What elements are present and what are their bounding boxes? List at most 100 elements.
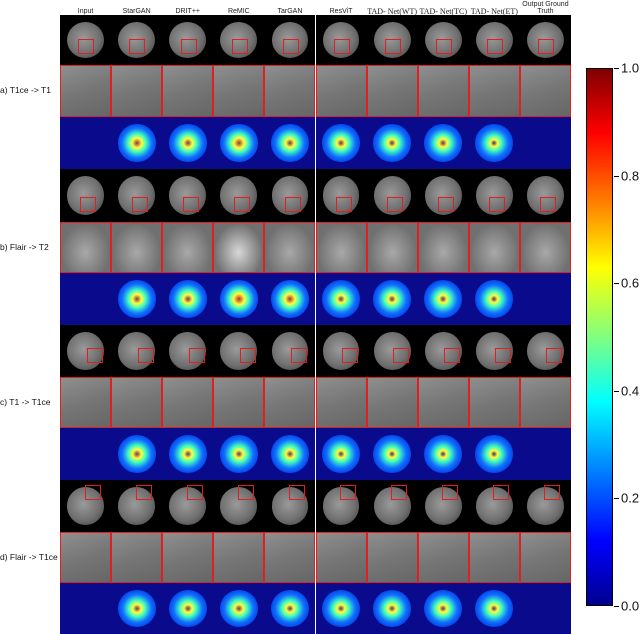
brain-image <box>475 332 513 370</box>
colorbar-tick-label: 1.0 <box>621 60 640 76</box>
mri-slice <box>162 480 214 532</box>
mri-slice <box>264 15 316 65</box>
mri-slice <box>417 15 469 65</box>
brain-image <box>118 332 156 370</box>
zoomed-crop <box>60 377 112 428</box>
error-map <box>322 280 360 318</box>
mri-slice <box>111 15 163 65</box>
mri-slice <box>417 169 469 222</box>
error-map <box>117 590 156 627</box>
column-header: TarGAN <box>277 8 303 15</box>
error-map-cell <box>60 583 112 634</box>
zoomed-crop <box>519 532 571 583</box>
zoomed-crop <box>264 65 316 117</box>
zoomed-crop <box>264 377 316 428</box>
zoomed-crop <box>162 222 214 273</box>
roi-box <box>237 485 254 500</box>
mri-slice <box>366 325 418 377</box>
error-map-cell <box>366 273 418 325</box>
brain-image <box>220 487 258 525</box>
roi-box <box>489 196 506 212</box>
error-map-cell <box>111 117 163 169</box>
colorbar-tick <box>614 606 619 607</box>
brain-image <box>322 332 360 370</box>
error-map <box>168 435 207 473</box>
error-map-cell <box>213 583 265 634</box>
roi-box <box>233 196 250 212</box>
roi-box <box>444 347 461 363</box>
error-map <box>271 435 309 473</box>
error-map-cell <box>162 428 214 480</box>
error-map-cell <box>162 117 214 169</box>
error-map-cell <box>315 273 367 325</box>
zoomed-crop <box>60 222 112 273</box>
zoomed-crop <box>366 377 418 428</box>
roi-box <box>538 39 555 54</box>
row-label: a) T1ce -> T1 <box>0 85 51 95</box>
zoomed-crop <box>213 222 265 273</box>
roi-box <box>282 39 299 54</box>
row-label: b) Flair -> T2 <box>0 242 49 252</box>
zoomed-crop <box>111 377 163 428</box>
roi-box <box>342 347 359 363</box>
roi-box <box>80 196 97 212</box>
error-map-cell <box>315 428 367 480</box>
mri-slice <box>213 325 265 377</box>
error-map <box>475 590 514 627</box>
error-map <box>168 124 207 162</box>
error-map-cell <box>264 117 316 169</box>
brain-image <box>424 332 462 370</box>
colorbar-tick-label: 0.0 <box>621 598 640 614</box>
roi-box <box>393 347 410 363</box>
colorbar-tick <box>614 390 619 392</box>
mri-slice <box>468 15 520 65</box>
zoomed-crop <box>366 65 418 117</box>
roi-box <box>335 196 352 212</box>
mri-slice <box>60 325 112 377</box>
mri-slice <box>315 169 367 222</box>
zoomed-crop <box>366 222 418 273</box>
error-map <box>322 124 360 162</box>
roi-box <box>333 39 350 54</box>
error-map-cell <box>417 117 469 169</box>
mri-slice <box>468 480 520 532</box>
zoomed-crop <box>111 532 163 583</box>
error-map <box>117 124 156 162</box>
error-map-cell <box>60 273 112 325</box>
error-map <box>168 280 207 318</box>
zoomed-crop <box>468 222 520 273</box>
mri-slice <box>213 15 265 65</box>
zoomed-crop <box>468 65 520 117</box>
mri-slice <box>111 169 163 222</box>
mri-slice <box>60 169 112 222</box>
error-map-cell <box>366 117 418 169</box>
zoomed-crop <box>417 65 469 117</box>
brain-image <box>118 176 156 215</box>
error-map <box>373 435 412 473</box>
error-map-cell <box>417 428 469 480</box>
zoomed-crop <box>366 532 418 583</box>
roi-box <box>387 196 404 212</box>
mri-slice <box>264 325 316 377</box>
roi-box <box>182 196 199 212</box>
colorbar-tick <box>614 68 619 69</box>
column-header: Output Ground Truth <box>522 1 569 15</box>
mri-slice <box>519 480 571 532</box>
colorbar-tick <box>614 498 619 500</box>
error-map <box>475 124 514 162</box>
mri-slice <box>60 15 112 65</box>
brain-image <box>271 487 309 525</box>
roi-box <box>495 347 512 363</box>
brain-image <box>373 176 411 215</box>
brain-image <box>169 22 207 58</box>
zoomed-crop <box>468 532 520 583</box>
zoomed-crop <box>417 532 469 583</box>
error-map <box>117 280 156 318</box>
mri-slice <box>162 325 214 377</box>
brain-image <box>373 332 411 370</box>
error-map-cell <box>213 117 265 169</box>
zoomed-crop <box>111 65 163 117</box>
row-label: d) Flair -> T1ce <box>0 552 58 562</box>
mri-slice <box>213 169 265 222</box>
error-map-cell <box>366 583 418 634</box>
